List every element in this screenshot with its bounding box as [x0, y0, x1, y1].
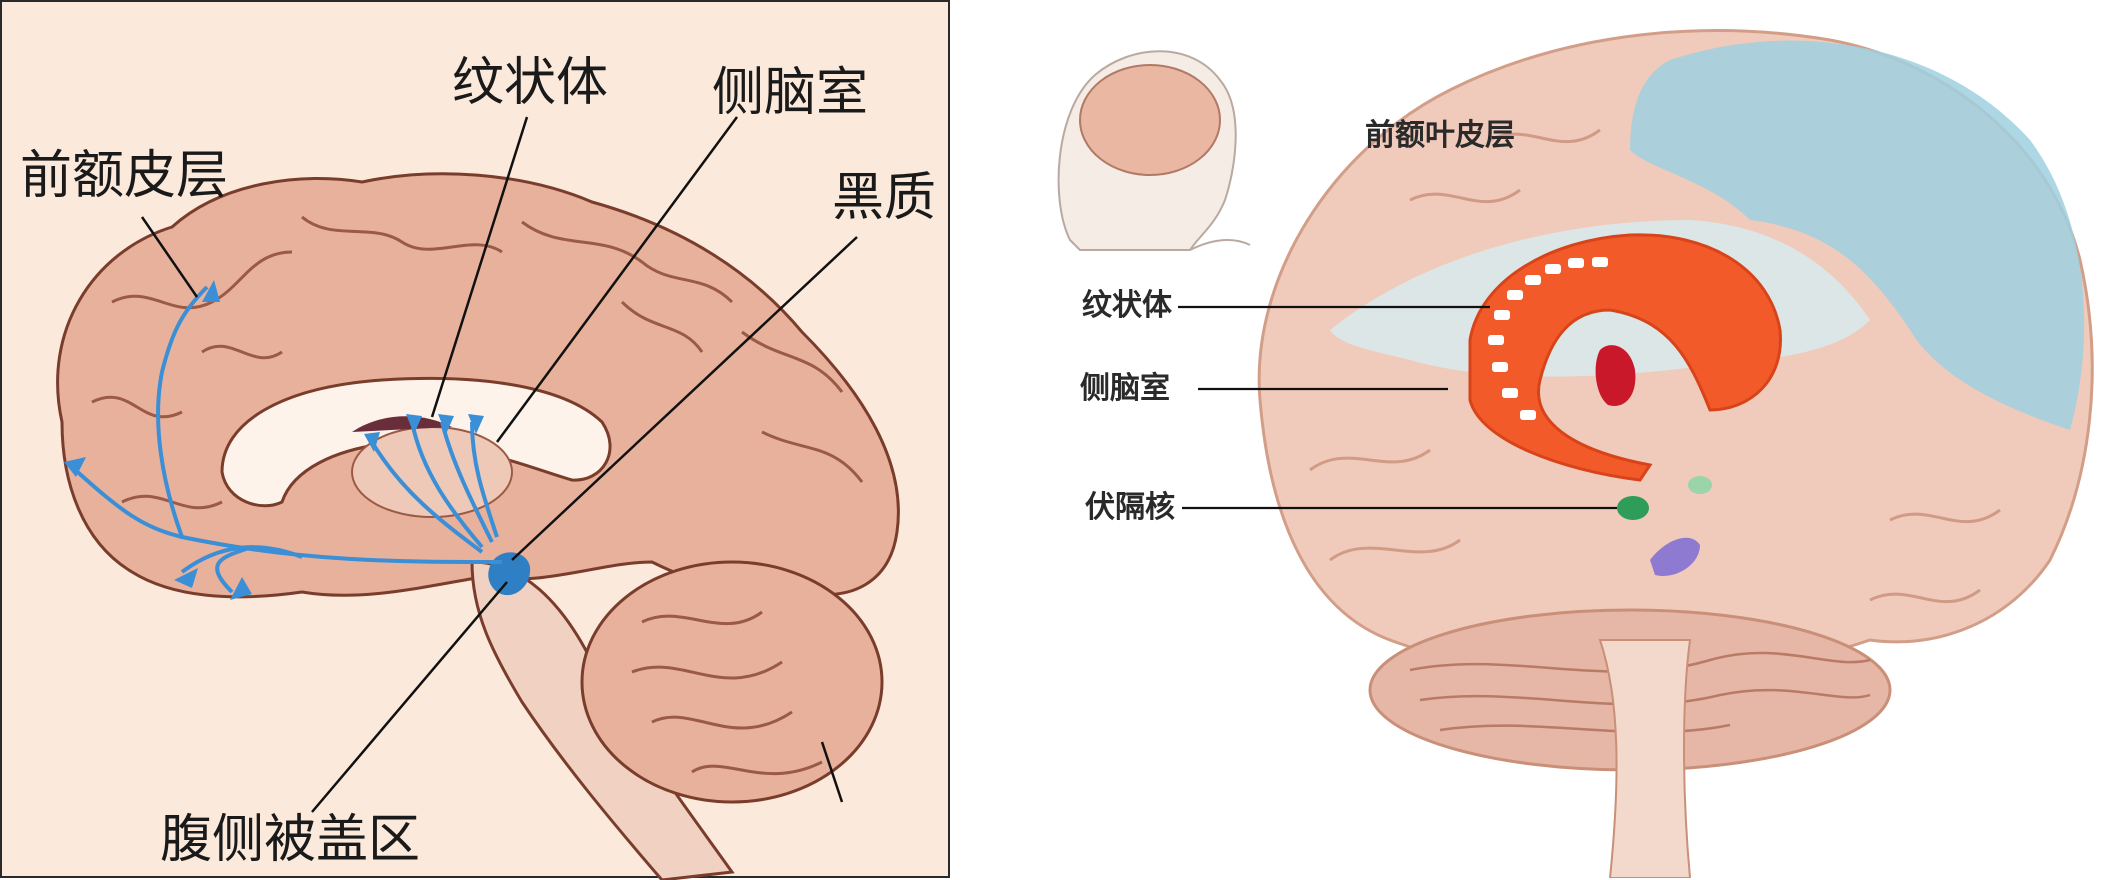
accumbens-contralateral — [1688, 476, 1712, 494]
leader-substantia-nigra — [511, 236, 858, 561]
label-vta: 腹侧被盖区 — [160, 810, 421, 870]
label-striatum: 纹状体 — [452, 53, 609, 113]
head-inset — [1057, 50, 1251, 251]
leader-lines-right — [1178, 305, 1617, 510]
prefrontal-cortex-3d — [1630, 40, 2085, 430]
leader-vta — [311, 581, 508, 813]
gyri-3d — [1309, 128, 2001, 604]
vta-3d — [1650, 537, 1700, 576]
brainstem-3d — [1598, 639, 1692, 878]
dopamine-pathways — [70, 285, 503, 594]
cerebellum-folia — [631, 610, 823, 776]
nucleus-accumbens-3d — [1617, 496, 1649, 520]
cerebellum — [580, 560, 884, 804]
label-prefrontal-cortex: 前额皮层 — [20, 146, 229, 206]
midsagittal-brain-drawing — [56, 116, 900, 880]
leader-lines — [140, 116, 858, 813]
label-striatum-right: 纹状体 — [1082, 288, 1172, 323]
midsagittal-brain-panel: 前额皮层 纹状体 侧脑室 黑质 腹侧被盖区 — [0, 0, 950, 880]
leader-prefrontal — [140, 216, 199, 298]
leader-cerebellum — [820, 741, 844, 803]
3d-brain-panel: 前额叶皮层 纹状体 侧脑室 伏隔核 — [1010, 0, 2102, 878]
label-substantia-nigra: 黑质 — [832, 168, 937, 228]
pathway-arrowheads — [64, 280, 484, 600]
gyri — [91, 215, 864, 510]
3d-brain-drawing — [1057, 29, 2094, 878]
leader-striatum — [430, 116, 529, 418]
cerebellum-folia-3d — [1409, 651, 1871, 734]
leader-ventricle — [495, 116, 739, 443]
label-nucleus-accumbens-right: 伏隔核 — [1085, 490, 1175, 525]
label-lateral-ventricle-right: 侧脑室 — [1080, 371, 1170, 406]
striatum-3d — [1468, 233, 1782, 482]
ventricle-shadow — [352, 416, 452, 432]
putamen-inner — [1595, 345, 1636, 406]
label-prefrontal-cortex-right: 前额叶皮层 — [1365, 118, 1515, 153]
striatum-dots — [1488, 257, 1608, 420]
label-lateral-ventricle: 侧脑室 — [712, 63, 869, 123]
